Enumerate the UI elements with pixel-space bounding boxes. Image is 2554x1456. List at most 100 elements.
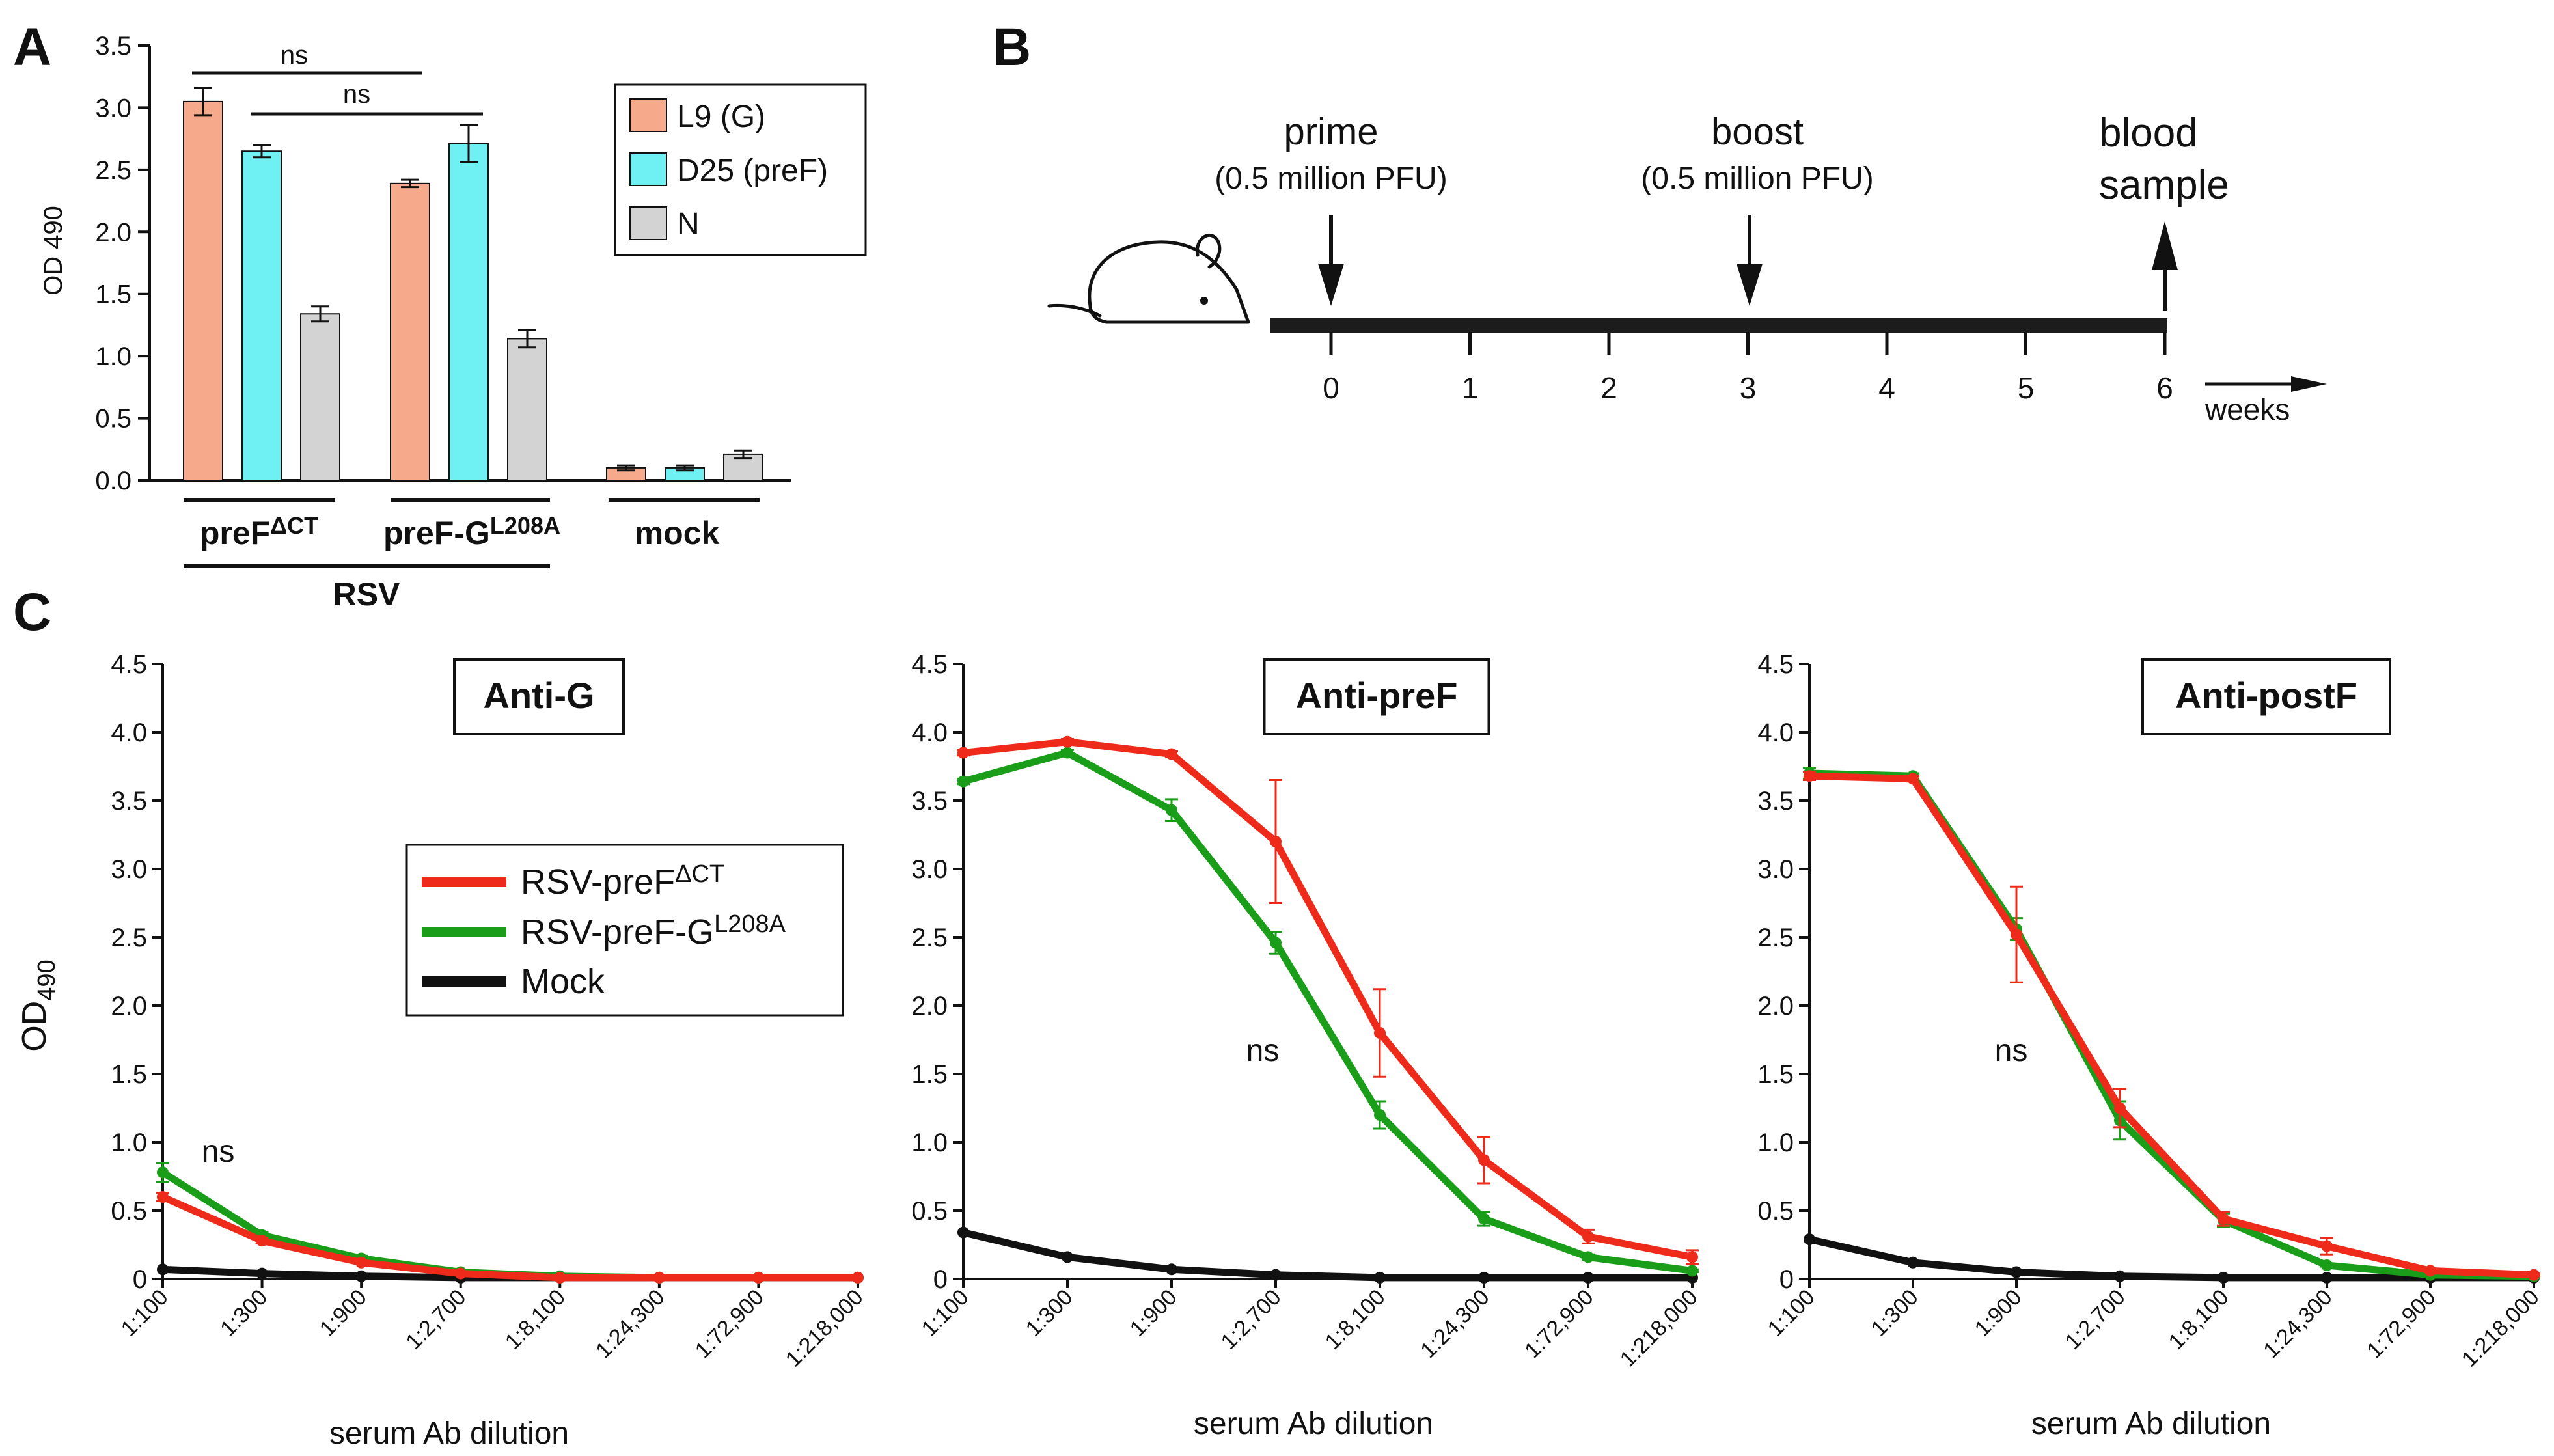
- xtick-label: 1:300: [215, 1285, 272, 1341]
- data-point-rsv-pref-g: [1582, 1251, 1594, 1263]
- data-point-mock: [2011, 1266, 2022, 1278]
- data-point-rsv-pref: [852, 1271, 864, 1284]
- data-point-rsv-pref: [454, 1267, 467, 1280]
- data-point-rsv-pref: [157, 1191, 169, 1203]
- mouse-icon: [1047, 234, 1250, 324]
- ytick-label: 4.0: [111, 719, 147, 747]
- weeks-arrow-icon: [2291, 376, 2327, 392]
- data-point-mock: [256, 1267, 268, 1280]
- group-label-preF: preFΔCT: [200, 512, 318, 551]
- ytick-label: 2.5: [911, 924, 948, 952]
- data-point-rsv-pref: [355, 1256, 368, 1269]
- panel-a-ytick-label: 3.5: [95, 32, 131, 61]
- ytick-label: 1.0: [911, 1129, 948, 1157]
- ytick-label: 2.5: [1757, 924, 1794, 952]
- series-line-mock: [962, 1229, 1692, 1282]
- data-point-rsv-pref-g: [1166, 804, 1177, 816]
- data-point-mock: [1062, 1251, 1073, 1263]
- ytick-label: 4.5: [111, 650, 147, 679]
- ns-annotation-1: ns: [281, 41, 308, 70]
- ytick-label: 3.0: [1757, 855, 1794, 884]
- panel-a-ytick-label: 1.0: [95, 342, 131, 371]
- prime-label: prime: [1284, 111, 1378, 153]
- x-axis-label: serum Ab dilution: [1194, 1407, 1433, 1441]
- boost-arrow-icon: [1737, 264, 1763, 306]
- data-point-rsv-pref-g: [2321, 1259, 2333, 1271]
- data-point-rsv-pref: [1804, 770, 1815, 782]
- chart-title: Anti-preF: [1296, 675, 1458, 716]
- supergroup-label-rsv: RSV: [333, 576, 400, 612]
- xtick-label: 1:218,000: [1615, 1285, 1703, 1372]
- ns-annotation: ns: [1995, 1034, 2028, 1068]
- chart-title: Anti-postF: [2175, 675, 2357, 716]
- legend-swatch-d25: [629, 152, 667, 186]
- panel-c-line-charts: C OD490 00.51.01.52.02.53.03.54.04.51:10…: [13, 583, 2544, 1451]
- series-line-rsv-pref-g: [962, 749, 1693, 1274]
- blood-label-2: sample: [2099, 163, 2229, 208]
- blood-label-1: blood: [2099, 111, 2198, 156]
- panel-a-ytick-label: 0.5: [95, 405, 131, 433]
- data-point-rsv-pref: [1582, 1230, 1594, 1243]
- data-point-rsv-pref-g: [1374, 1109, 1386, 1121]
- data-point-rsv-pref: [2011, 928, 2022, 941]
- data-point-mock: [1478, 1271, 1490, 1284]
- data-point-mock: [355, 1270, 368, 1282]
- xtick-label: 1:8,100: [501, 1285, 570, 1354]
- data-point-mock: [957, 1226, 969, 1239]
- data-point-mock: [1166, 1263, 1177, 1276]
- ytick-label: 3.5: [1757, 787, 1794, 816]
- xtick-label: 1:8,100: [2164, 1285, 2234, 1354]
- panel-letter-c: C: [13, 583, 51, 642]
- data-point-rsv-pref: [2528, 1269, 2540, 1281]
- data-point-rsv-pref: [653, 1271, 665, 1284]
- line-chart-anti-pref: 00.51.01.52.02.53.03.54.04.51:100 1:300 1:…: [911, 650, 1702, 1441]
- xtick-label: 1:2,700: [1216, 1285, 1286, 1354]
- data-point-mock: [157, 1263, 169, 1276]
- timeline-tick-label: 6: [2156, 371, 2173, 405]
- data-point-rsv-pref: [1062, 735, 1073, 748]
- data-point-mock: [2114, 1270, 2126, 1282]
- ytick-label: 4.5: [1757, 650, 1794, 679]
- legend-label-n: N: [677, 207, 700, 241]
- panel-letter-b: B: [993, 18, 1031, 77]
- data-point-rsv-pref: [957, 747, 969, 759]
- ytick-label: 1.0: [111, 1129, 147, 1157]
- line-chart-anti-g: 00.51.01.52.02.53.03.54.04.51:100 1:300 1:…: [111, 650, 868, 1451]
- ytick-label: 0.5: [911, 1197, 948, 1226]
- weeks-label: weeks: [2204, 392, 2290, 426]
- data-point-mock: [2218, 1271, 2229, 1284]
- prime-dose: (0.5 million PFU): [1215, 161, 1447, 196]
- xtick-label: 1:8,100: [1321, 1285, 1390, 1354]
- x-axis-label: serum Ab dilution: [2031, 1407, 2271, 1441]
- series-line-rsv-pref: [161, 1193, 858, 1282]
- data-point-rsv-pref: [1686, 1251, 1698, 1263]
- ytick-label: 3.5: [111, 787, 147, 816]
- data-point-rsv-pref: [2321, 1240, 2333, 1252]
- data-point-rsv-pref-g: [1270, 937, 1282, 949]
- prime-arrow-icon: [1318, 264, 1344, 306]
- ytick-label: 0.5: [111, 1197, 147, 1226]
- ytick-label: 2.0: [911, 992, 948, 1021]
- ytick-label: 4.0: [1757, 719, 1794, 747]
- panel-a-ytick-label: 0.0: [95, 467, 131, 495]
- xtick-label: 1:300: [1867, 1285, 1923, 1341]
- chart-title-box: [2141, 658, 2391, 735]
- series-line-rsv-pref: [1809, 772, 2534, 1279]
- series-line-rsv-pref-g: [1809, 769, 2534, 1280]
- ytick-label: 0.5: [1757, 1197, 1794, 1226]
- chart-title-box: [453, 658, 625, 735]
- data-point-mock: [1582, 1271, 1594, 1284]
- panel-a-bar-chart: A OD 490 0.00.51.01.52.02.53.03.5 ns ns …: [13, 18, 867, 612]
- ytick-label: 0: [133, 1265, 147, 1294]
- bar-n-1: [507, 338, 547, 481]
- ytick-label: 1.5: [911, 1060, 948, 1089]
- ytick-label: 2.5: [111, 924, 147, 952]
- panel-a-y-axis-label: OD 490: [39, 206, 68, 295]
- ytick-label: 1.5: [1757, 1060, 1794, 1089]
- data-point-rsv-pref: [2114, 1102, 2126, 1114]
- xtick-label: 1:24,300: [591, 1285, 669, 1363]
- xtick-label: 1:900: [1970, 1285, 2027, 1341]
- xtick-label: 1:900: [1125, 1285, 1182, 1341]
- panel-c-y-axis-label: OD490: [16, 959, 61, 1051]
- data-point-rsv-pref: [752, 1271, 765, 1284]
